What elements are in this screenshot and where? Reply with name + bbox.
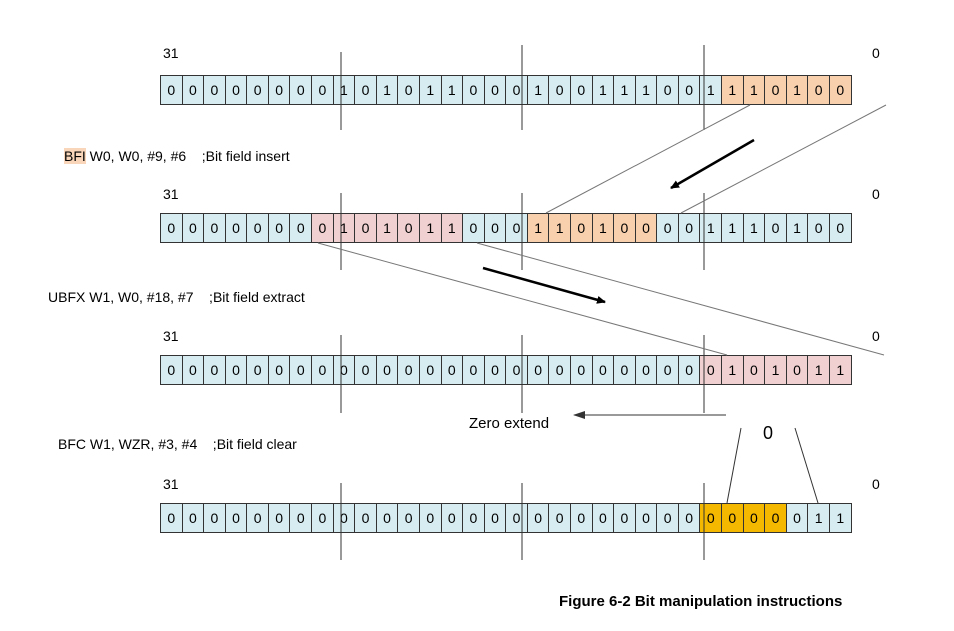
bfc-instruction: BFC W1, WZR, #3, #4 ;Bit field clear	[58, 436, 297, 452]
bit-cell: 0	[677, 355, 701, 385]
bit-cell: 0	[246, 213, 269, 243]
bit-cell: 0	[462, 213, 485, 243]
bit-cell: 0	[267, 213, 291, 243]
zero-value-label: 0	[763, 423, 774, 443]
reg1-lsb-label: 0	[872, 45, 880, 61]
bit-cell: 0	[332, 355, 356, 385]
bfi-arrow	[670, 138, 755, 190]
bit-cell: 0	[462, 503, 485, 533]
bfi-instruction: BFI W0, W0, #9, #6 ;Bit field insert	[64, 147, 290, 165]
reg4-msb-label: 31	[163, 476, 179, 492]
bit-cell: 1	[721, 355, 744, 385]
bit-cell: 0	[828, 75, 852, 105]
ubfx-arrow	[482, 266, 606, 304]
bit-cell: 1	[526, 213, 550, 243]
bit-cell: 1	[548, 213, 571, 243]
bit-cell: 0	[591, 355, 615, 385]
reg4-lsb-label: 0	[872, 476, 880, 492]
ubfx-instruction: UBFX W1, W0, #18, #7 ;Bit field extract	[48, 289, 305, 305]
figure-caption: Figure 6-2 Bit manipulation instructions	[559, 593, 843, 610]
bit-cell: 1	[332, 75, 356, 105]
bit-cell: 1	[807, 503, 830, 533]
byte-boundary-ticks	[340, 45, 705, 560]
bit-cell: 0	[677, 75, 701, 105]
bfi-mnemonic: BFI	[64, 148, 86, 164]
bfc-zero-lines	[726, 427, 819, 504]
zero-extend-label: Zero extend	[469, 415, 550, 432]
bit-cell: 1	[613, 75, 636, 105]
reg3-lsb-label: 0	[872, 328, 880, 344]
bit-cell: 1	[828, 503, 852, 533]
reg2-msb-label: 31	[163, 186, 179, 202]
bit-cell: 0	[397, 213, 420, 243]
bit-cell: 0	[548, 503, 571, 533]
bit-cell: 1	[828, 355, 852, 385]
bit-cell: 1	[764, 355, 787, 385]
bit-cell: 0	[354, 503, 377, 533]
reg3-msb-label: 31	[163, 328, 179, 344]
bfi-operands: W0, W0, #9, #6 ;Bit field insert	[85, 148, 290, 164]
reg1-msb-label: 31	[163, 45, 179, 61]
reg2-lsb-label: 0	[872, 186, 880, 202]
ubfx-mapping-lines	[317, 242, 885, 356]
bfi-mapping-lines	[545, 104, 887, 214]
bit-cell: 0	[203, 503, 226, 533]
bit-cell: 0	[483, 503, 507, 533]
bit-cell: 0	[828, 213, 852, 243]
